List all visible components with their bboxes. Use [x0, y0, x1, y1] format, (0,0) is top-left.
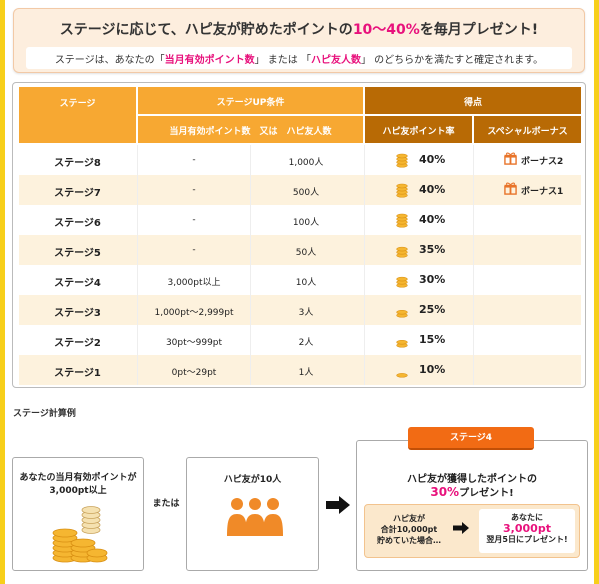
column-divider: [137, 145, 138, 385]
banner-subtitle-box: ステージは、あなたの「当月有効ポイント数」 または 「ハピ友人数」 のどちらかを…: [26, 47, 572, 69]
table-row: ステージ1 0pt〜29pt 1人 10%: [19, 355, 581, 385]
row-points: 1,000pt〜2,999pt: [154, 308, 234, 318]
banner-sub-highlight-points: 当月有効ポイント数: [164, 55, 255, 66]
row-stage: ステージ3: [54, 308, 101, 319]
row-bonus: ボーナス1: [521, 187, 564, 197]
header-stage: ステージ: [19, 87, 136, 143]
gift-icon: [504, 182, 517, 195]
column-divider: [473, 145, 474, 385]
row-friends: 3人: [298, 308, 314, 318]
calc-example-result: あなたに 3,000pt 翌月5日にプレゼント!: [479, 509, 575, 553]
coin-stack-icon: [395, 212, 409, 228]
arrow-right-icon: [326, 496, 350, 514]
row-points: -: [192, 155, 196, 165]
row-friends: 50人: [295, 248, 317, 258]
row-rate: 30%: [419, 273, 446, 286]
row-friends: 1,000人: [288, 158, 324, 168]
banner-title-text: ステージに応じて、ハピ友が貯めたポイントの: [59, 22, 353, 38]
header-score: 得点: [365, 87, 581, 114]
row-friends: 1人: [298, 368, 314, 378]
table-row: ステージ3 1,000pt〜2,999pt 3人 25%: [19, 295, 581, 325]
coin-stack-icon: [395, 272, 409, 288]
row-stage: ステージ5: [54, 248, 101, 259]
banner-sub-text: ステージは、あなたの「: [54, 55, 165, 66]
row-rate: 40%: [419, 213, 446, 226]
row-rate: 40%: [419, 183, 446, 196]
table-row: ステージ5 - 50人 35%: [19, 235, 581, 265]
row-points: -: [192, 245, 196, 255]
example-points-text: あなたの当月有効ポイントが 3,000pt以上: [13, 472, 143, 498]
table-row: ステージ4 3,000pt以上 10人 30%: [19, 265, 581, 295]
coin-stack-icon: [395, 242, 409, 258]
row-rate: 15%: [419, 333, 446, 346]
table-row: ステージ6 - 100人 40%: [19, 205, 581, 235]
row-friends: 10人: [295, 278, 317, 288]
row-friends: 2人: [298, 338, 314, 348]
banner-title-tail: を毎月プレゼント!: [419, 22, 539, 38]
gift-icon: [504, 152, 517, 165]
person-group-icon: [227, 498, 283, 536]
row-friends: 100人: [292, 218, 320, 228]
row-stage: ステージ7: [54, 188, 101, 199]
row-points: -: [192, 215, 196, 225]
banner-title: ステージに応じて、ハピ友が貯めたポイントの10〜40%を毎月プレゼント!: [14, 19, 584, 39]
row-points: 30pt〜999pt: [165, 338, 223, 348]
coin-stack-icon: [395, 182, 409, 198]
table-row: ステージ7 - 500人 40% ボーナス1: [19, 175, 581, 205]
table-row: ステージ8 - 1,000人 40% ボーナス2: [19, 145, 581, 175]
row-rate: 35%: [419, 243, 446, 256]
banner-sub-text-mid: 」 または 「: [254, 55, 311, 66]
banner-sub-text-tail: 」 のどちらかを満たすと確定されます。: [360, 55, 544, 66]
result-present: プレゼント!: [459, 488, 514, 499]
coin-stack-icon: [395, 152, 409, 168]
coin-stack-icon: [395, 362, 409, 378]
calc-example-box: ハピ友が 合計10,000pt 貯めていた場合… あなたに 3,000pt 翌月…: [364, 504, 580, 558]
banner-title-highlight: 10〜40%: [352, 22, 420, 38]
example-points-line2: 3,000pt以上: [49, 486, 107, 496]
row-points: 0pt〜29pt: [171, 368, 217, 378]
table-row: ステージ2 30pt〜999pt 2人 15%: [19, 325, 581, 355]
coin-stack-icon: [395, 332, 409, 348]
example-friends-text: ハピ友が10人: [223, 475, 282, 485]
column-divider: [250, 145, 251, 385]
header-condition: ステージUP条件: [138, 87, 363, 114]
row-rate: 40%: [419, 153, 446, 166]
example-points-box: あなたの当月有効ポイントが 3,000pt以上: [12, 457, 144, 571]
column-divider: [364, 145, 365, 385]
row-stage: ステージ1: [54, 368, 101, 379]
example-friends-box: ハピ友が10人: [186, 457, 319, 571]
row-rate: 25%: [419, 303, 446, 316]
result-line1: ハピ友が獲得したポイントの: [407, 474, 537, 485]
banner-subtitle: ステージは、あなたの「当月有効ポイント数」 または 「ハピ友人数」 のどちらかを…: [26, 51, 572, 66]
result-percent: 30%: [430, 485, 460, 499]
header-rate: ハピ友ポイント率: [365, 116, 472, 143]
row-stage: ステージ4: [54, 278, 101, 289]
row-rate: 10%: [419, 363, 446, 376]
arrow-right-icon: [453, 522, 469, 534]
calc-example-left: ハピ友が 合計10,000pt 貯めていた場合…: [377, 514, 441, 545]
row-bonus: ボーナス2: [521, 157, 564, 167]
example-title: ステージ計算例: [13, 409, 76, 419]
result-line2: 30%プレゼント!: [356, 484, 588, 499]
header-condition-sub: 当月有効ポイント数 又は ハピ友人数: [138, 116, 363, 143]
stage-badge: ステージ4: [408, 427, 534, 450]
row-stage: ステージ8: [54, 158, 101, 169]
row-friends: 500人: [292, 188, 320, 198]
stage-table: ステージ ステージUP条件 当月有効ポイント数 又は ハピ友人数 得点 ハピ友ポ…: [12, 82, 586, 388]
coin-stack-icon: [52, 506, 108, 563]
header-banner: ステージに応じて、ハピ友が貯めたポイントの10〜40%を毎月プレゼント! ステー…: [13, 8, 585, 73]
coin-stack-icon: [395, 302, 409, 318]
row-stage: ステージ2: [54, 338, 101, 349]
header-bonus: スペシャルボーナス: [474, 116, 581, 143]
row-stage: ステージ6: [54, 218, 101, 229]
banner-sub-highlight-friends: ハピ友人数: [310, 55, 361, 66]
row-points: 3,000pt以上: [167, 278, 221, 288]
example-points-line1: あなたの当月有効ポイントが: [19, 473, 137, 483]
row-points: -: [192, 185, 196, 195]
or-label: または: [152, 499, 180, 509]
